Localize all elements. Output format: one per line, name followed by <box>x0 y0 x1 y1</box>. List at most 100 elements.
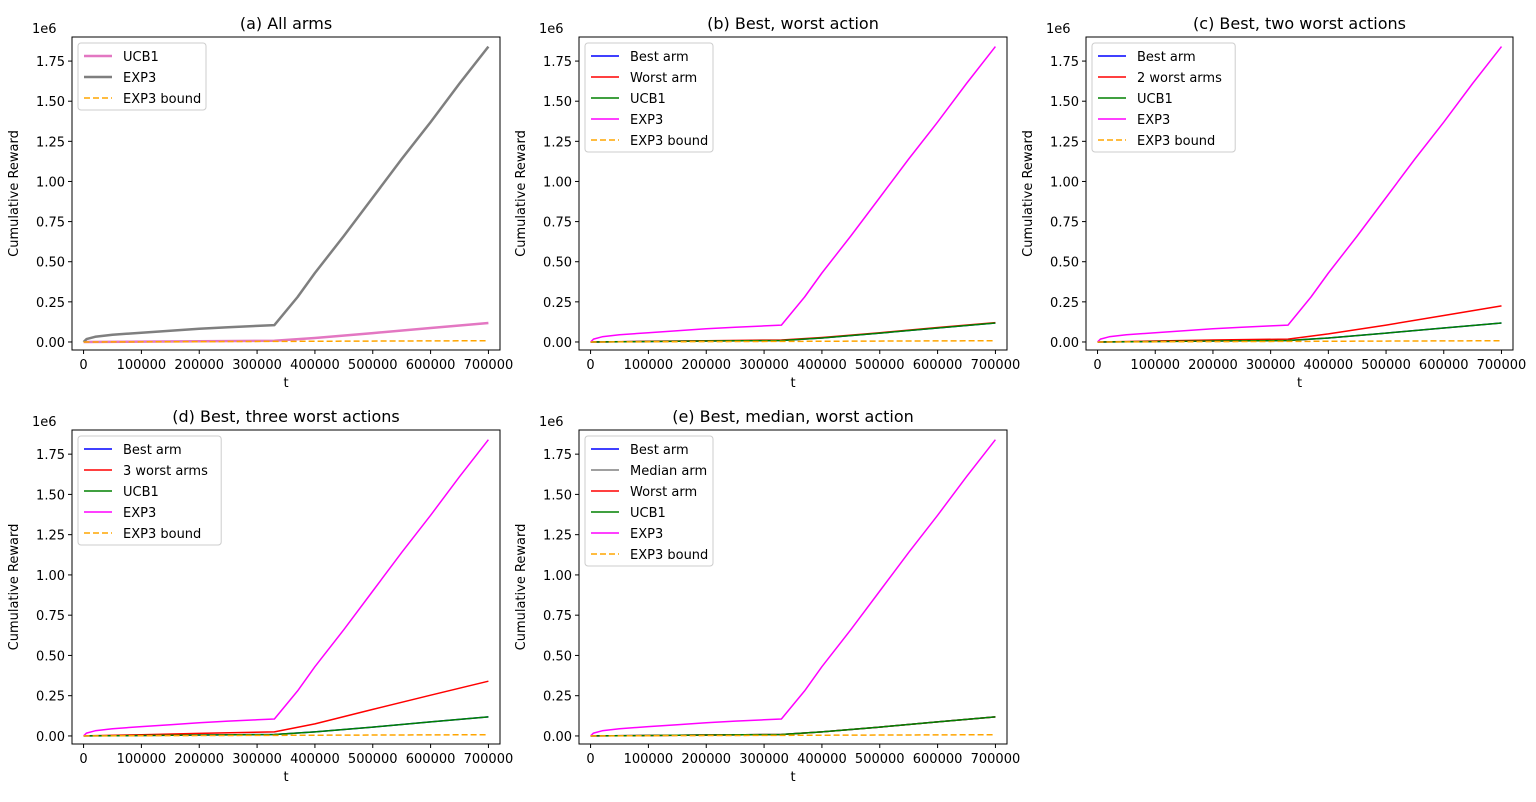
legend-label: EXP3 bound <box>630 134 708 149</box>
y-tick-label: 0.25 <box>36 296 65 311</box>
legend-label: EXP3 bound <box>1137 134 1215 149</box>
chart-panel-1: (a) All arms 1e6 0 100000 200000 300000 400000… <box>7 14 513 391</box>
legend-label: UCB1 <box>630 506 666 521</box>
x-tick-label: 300000 <box>232 752 282 767</box>
y-tick-label: 0.75 <box>36 216 65 231</box>
y-tick-label: 1.00 <box>36 569 65 584</box>
y-tick-label: 1.25 <box>543 529 572 544</box>
x-tick-label: 700000 <box>1477 358 1527 373</box>
y-tick-label: 0.75 <box>36 609 65 624</box>
y-tick-label: 1.25 <box>36 135 65 150</box>
plot-frame <box>578 429 1008 745</box>
y-offset-label: 1e6 <box>32 415 57 430</box>
x-tick-label: 600000 <box>1419 358 1469 373</box>
x-tick-label: 200000 <box>1188 358 1238 373</box>
y-tick-label: 1.00 <box>1050 175 1079 190</box>
legend-label: UCB1 <box>1137 92 1173 107</box>
x-tick-label: 0 <box>586 358 594 373</box>
series-group <box>83 439 489 737</box>
x-tick-label: 300000 <box>739 752 789 767</box>
y-axis-label: Cumulative Reward <box>514 524 529 651</box>
y-tick-label: 1.50 <box>1050 95 1079 110</box>
y-tick-label: 0.75 <box>1050 216 1079 231</box>
y-tick-label: 1.25 <box>543 135 572 150</box>
x-axis-label: t <box>790 376 795 391</box>
y-tick-label: 0.00 <box>543 336 572 351</box>
legend-label: 3 worst arms <box>123 464 208 479</box>
legend-label: EXP3 <box>123 506 156 521</box>
legend-box <box>77 42 207 111</box>
y-tick-label: 0.00 <box>36 730 65 745</box>
x-tick-label: 400000 <box>1304 358 1354 373</box>
y-offset-label: 1e6 <box>539 22 564 37</box>
y-tick-label: 0.25 <box>36 690 65 705</box>
legend-label: EXP3 <box>630 527 663 542</box>
x-tick-label: 500000 <box>348 358 398 373</box>
x-tick-label: 200000 <box>681 358 731 373</box>
x-tick-label: 200000 <box>681 752 731 767</box>
y-tick-label: 1.25 <box>1050 135 1079 150</box>
plot-frame <box>71 429 501 745</box>
chart-panel-5: (e) Best, median, worst action 1e6 0 100000… <box>514 407 1020 785</box>
plot-frame <box>1085 36 1514 351</box>
y-tick-label: 0.00 <box>543 730 572 745</box>
x-tick-label: 100000 <box>624 358 674 373</box>
x-tick-label: 200000 <box>174 358 224 373</box>
legend-box <box>584 42 714 153</box>
y-tick-label: 1.50 <box>543 95 572 110</box>
legend-label: Best arm <box>123 443 182 458</box>
legend-label: UCB1 <box>123 485 159 500</box>
y-tick-label: 0.50 <box>543 256 572 271</box>
x-tick-label: 700000 <box>971 752 1021 767</box>
x-tick-label: 500000 <box>855 358 905 373</box>
legend-label: EXP3 <box>1137 113 1170 128</box>
y-tick-label: 0.75 <box>543 216 572 231</box>
x-tick-label: 700000 <box>464 358 514 373</box>
x-tick-label: 100000 <box>1130 358 1180 373</box>
x-tick-label: 0 <box>586 752 594 767</box>
legend: UCB1 EXP3 EXP3 bound <box>77 42 207 111</box>
legend-label: Median arm <box>630 464 707 479</box>
chart-title: (a) All arms <box>240 14 332 33</box>
legend-label: EXP3 bound <box>123 527 201 542</box>
plot-frame <box>71 36 501 351</box>
legend-label: Worst arm <box>630 71 697 86</box>
legend-box <box>1091 42 1236 153</box>
legend: Best arm 3 worst arms UCB1 EXP3 EXP3 bound <box>77 435 222 546</box>
x-tick-label: 500000 <box>855 752 905 767</box>
legend-label: EXP3 bound <box>630 548 708 563</box>
plot-frame <box>578 36 1008 351</box>
x-tick-label: 500000 <box>1361 358 1411 373</box>
series-group <box>590 439 996 737</box>
series-line <box>83 339 489 343</box>
legend-label: Worst arm <box>630 485 697 500</box>
x-tick-label: 400000 <box>290 358 340 373</box>
x-tick-label: 600000 <box>913 358 963 373</box>
x-axis-label: t <box>1297 376 1302 391</box>
y-axis-label: Cumulative Reward <box>7 524 22 651</box>
series-line <box>82 45 490 343</box>
legend: Best arm 2 worst arms UCB1 EXP3 EXP3 bound <box>1091 42 1236 153</box>
y-tick-label: 1.75 <box>543 448 572 463</box>
x-tick-label: 600000 <box>913 752 963 767</box>
x-tick-label: 700000 <box>464 752 514 767</box>
y-tick-label: 1.00 <box>543 175 572 190</box>
x-axis-label: t <box>790 770 795 785</box>
y-tick-label: 1.75 <box>543 55 572 70</box>
series-line <box>1096 46 1503 343</box>
y-tick-label: 1.00 <box>543 569 572 584</box>
x-tick-label: 600000 <box>406 358 456 373</box>
x-tick-label: 100000 <box>117 752 167 767</box>
x-tick-label: 100000 <box>624 752 674 767</box>
x-axis-label: t <box>283 770 288 785</box>
legend-label: Best arm <box>630 443 689 458</box>
legend-label: EXP3 bound <box>123 92 201 107</box>
y-tick-label: 1.75 <box>36 448 65 463</box>
x-tick-label: 300000 <box>232 358 282 373</box>
y-offset-label: 1e6 <box>1046 22 1071 37</box>
series-line <box>83 733 489 737</box>
y-tick-label: 0.00 <box>1050 336 1079 351</box>
y-tick-label: 0.75 <box>543 609 572 624</box>
x-tick-label: 700000 <box>971 358 1021 373</box>
